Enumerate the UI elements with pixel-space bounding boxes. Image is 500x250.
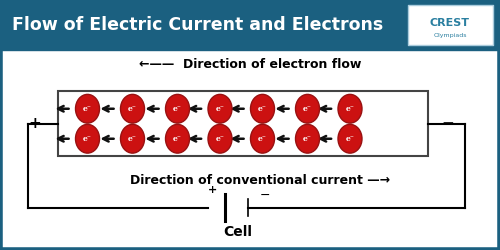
Ellipse shape xyxy=(120,94,144,123)
Text: e⁻: e⁻ xyxy=(346,105,354,113)
Text: e⁻: e⁻ xyxy=(216,105,224,113)
Text: +: + xyxy=(28,116,42,131)
Ellipse shape xyxy=(120,124,144,153)
Ellipse shape xyxy=(250,94,274,123)
Ellipse shape xyxy=(166,94,190,123)
Ellipse shape xyxy=(208,124,232,153)
Ellipse shape xyxy=(250,124,274,153)
Bar xyxy=(408,5,492,45)
Ellipse shape xyxy=(296,94,320,123)
Text: −: − xyxy=(441,116,454,131)
Text: −: − xyxy=(260,188,270,202)
Ellipse shape xyxy=(338,124,362,153)
Text: e⁻: e⁻ xyxy=(128,135,137,143)
Text: e⁻: e⁻ xyxy=(303,135,312,143)
Ellipse shape xyxy=(208,94,232,123)
Text: e⁻: e⁻ xyxy=(258,105,267,113)
Text: e⁻: e⁻ xyxy=(83,135,92,143)
Text: Cell: Cell xyxy=(223,226,252,239)
Ellipse shape xyxy=(76,124,100,153)
Text: CREST: CREST xyxy=(430,18,470,28)
Text: +: + xyxy=(208,185,217,195)
Text: e⁻: e⁻ xyxy=(173,135,182,143)
Text: Flow of Electric Current and Electrons: Flow of Electric Current and Electrons xyxy=(12,16,384,34)
Text: e⁻: e⁻ xyxy=(83,105,92,113)
Ellipse shape xyxy=(76,94,100,123)
Bar xyxy=(58,91,428,156)
Bar xyxy=(0,0,500,50)
Text: ←——  Direction of electron flow: ←—— Direction of electron flow xyxy=(139,58,361,71)
Text: e⁻: e⁻ xyxy=(303,105,312,113)
Text: Olympiads: Olympiads xyxy=(433,32,467,38)
Ellipse shape xyxy=(166,124,190,153)
Ellipse shape xyxy=(338,94,362,123)
Text: e⁻: e⁻ xyxy=(173,105,182,113)
Text: e⁻: e⁻ xyxy=(216,135,224,143)
Text: e⁻: e⁻ xyxy=(346,135,354,143)
Text: e⁻: e⁻ xyxy=(258,135,267,143)
Text: Direction of conventional current —→: Direction of conventional current —→ xyxy=(130,174,390,186)
Ellipse shape xyxy=(296,124,320,153)
Text: e⁻: e⁻ xyxy=(128,105,137,113)
